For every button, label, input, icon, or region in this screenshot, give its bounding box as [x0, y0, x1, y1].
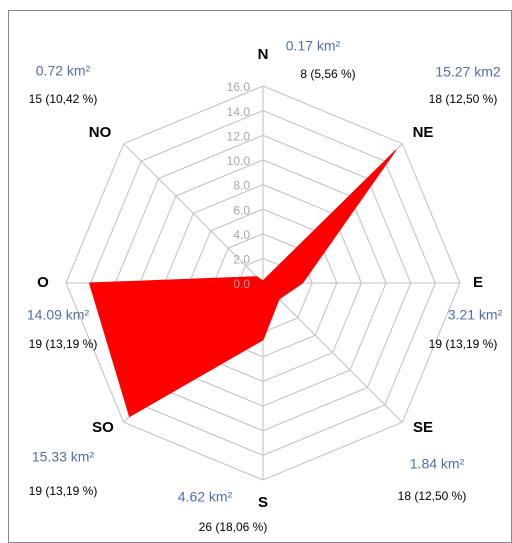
- count-label: 15 (10,42 %): [29, 92, 98, 106]
- value-label: 15.33 km²: [32, 449, 95, 465]
- axis-label: N: [258, 46, 269, 63]
- tick-label: 8.0: [233, 179, 250, 193]
- value-label: 3.21 km²: [448, 307, 503, 323]
- axis-label: O: [37, 274, 49, 291]
- radar-area: [88, 149, 397, 418]
- count-label: 18 (12,50 %): [398, 489, 467, 503]
- axis-label: NE: [413, 124, 434, 141]
- count-label: 18 (12,50 %): [429, 92, 498, 106]
- value-label: 1.84 km²: [410, 456, 465, 472]
- axis-label: S: [258, 494, 268, 511]
- tick-label: 14.0: [227, 105, 251, 119]
- value-label: 15.27 km2: [435, 64, 501, 80]
- tick-label: 2.0: [233, 253, 250, 267]
- count-label: 19 (13,19 %): [29, 484, 98, 498]
- tick-label: 10.0: [227, 154, 251, 168]
- axis-label: NO: [89, 124, 112, 141]
- count-label: 19 (13,19 %): [29, 337, 98, 351]
- tick-label: 16.0: [227, 80, 251, 94]
- tick-label: 0.0: [233, 277, 250, 291]
- value-label: 4.62 km²: [178, 489, 233, 505]
- spoke: [123, 143, 264, 284]
- count-label: 19 (13,19 %): [429, 337, 498, 351]
- axis-label: SE: [413, 419, 433, 436]
- count-label: 26 (18,06 %): [199, 520, 268, 534]
- axis-label: E: [473, 274, 483, 291]
- tick-label: 12.0: [227, 129, 251, 143]
- count-label: 8 (5,56 %): [300, 67, 355, 81]
- value-label: 14.09 km²: [27, 307, 90, 323]
- tick-label: 6.0: [233, 203, 250, 217]
- value-label: 0.72 km²: [36, 63, 91, 79]
- spoke: [262, 282, 403, 423]
- value-label: 0.17 km²: [286, 38, 341, 54]
- axis-label: SO: [92, 419, 114, 436]
- tick-label: 4.0: [233, 228, 250, 242]
